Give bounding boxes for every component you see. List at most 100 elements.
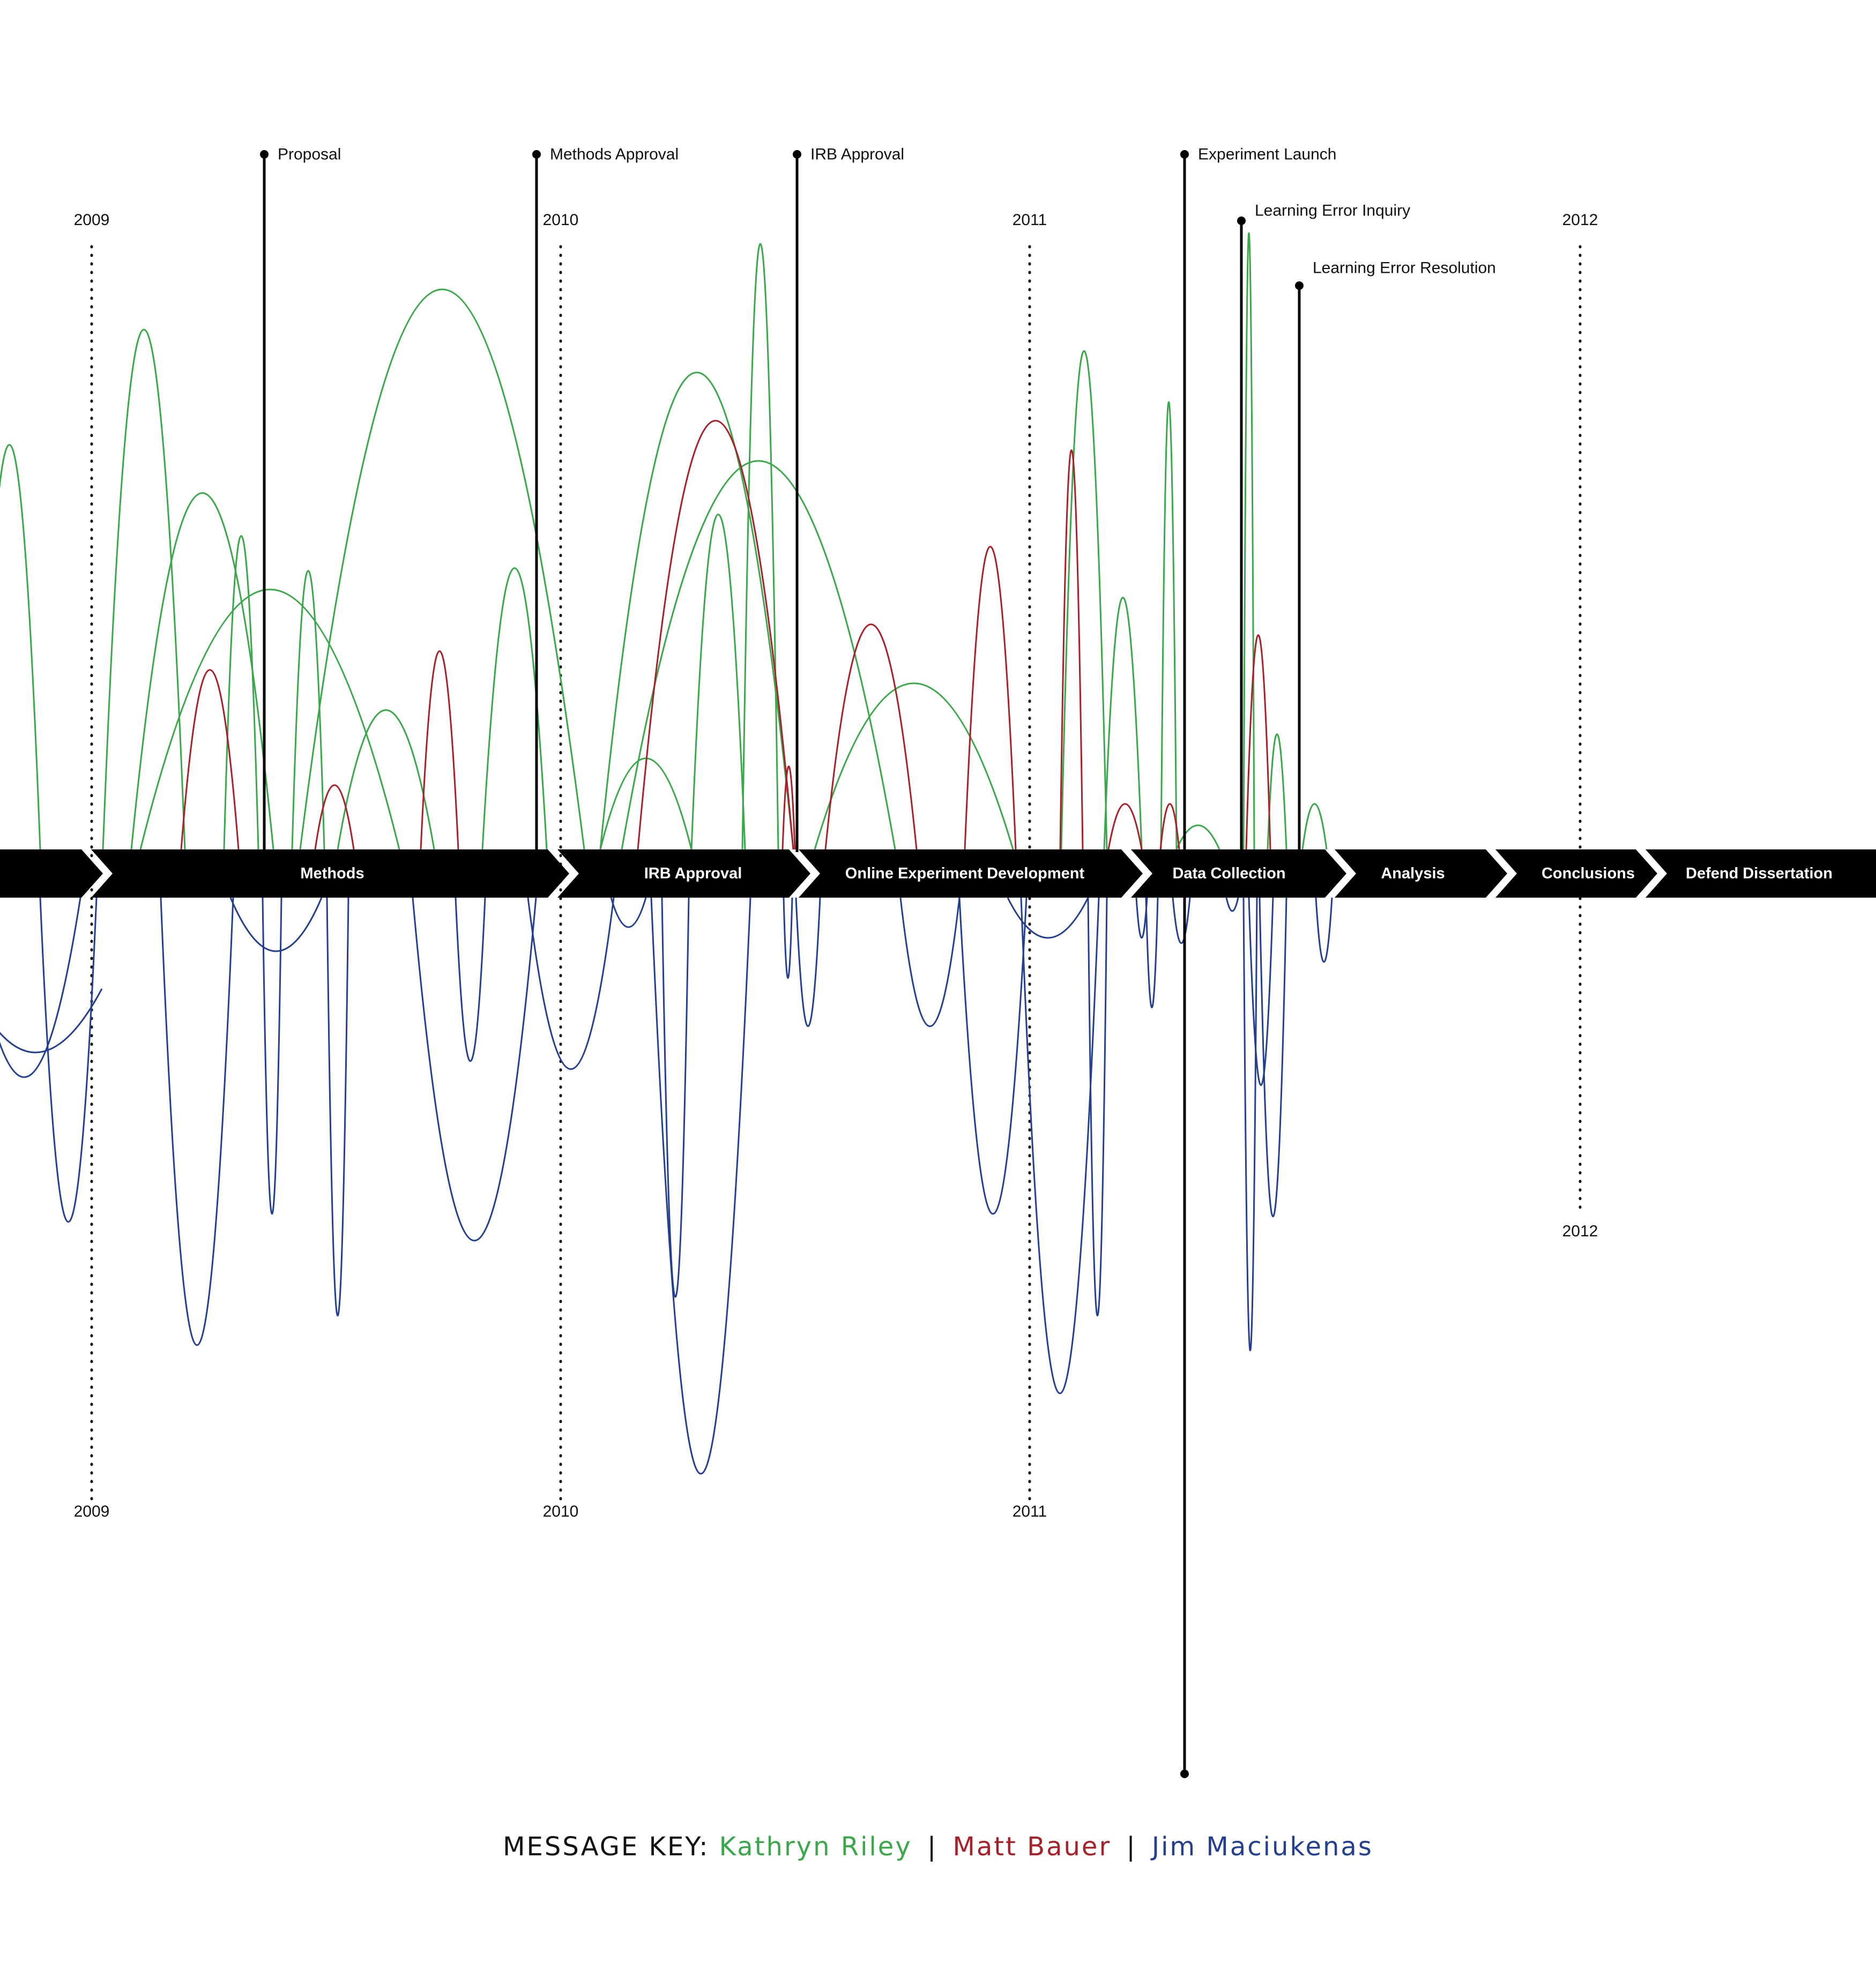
message-arc-down	[1259, 897, 1287, 1218]
message-arc-down	[455, 897, 486, 1062]
message-arc-down	[1315, 897, 1333, 963]
message-arc-down	[1007, 897, 1089, 939]
message-arc-down	[160, 897, 234, 1346]
milestone-label: Learning Error Resolution	[1313, 259, 1496, 277]
key-person-matt-bauer: Matt Bauer	[952, 1832, 1112, 1862]
phase-label: Data Collection	[1172, 865, 1285, 882]
message-arc-up	[1160, 401, 1178, 850]
milestone-dot	[532, 150, 541, 159]
key-separator: |	[1126, 1832, 1137, 1862]
message-arc-up	[964, 546, 1017, 850]
phase-chevron	[1495, 849, 1657, 898]
phase-label: Online Experiment Development	[845, 865, 1085, 882]
message-arc-up	[337, 709, 435, 850]
message-arc-down	[650, 897, 751, 1475]
milestone-label: IRB Approval	[810, 146, 904, 163]
message-arc-up	[1267, 733, 1287, 850]
phase-label: Analysis	[1381, 865, 1445, 882]
message-arc-up	[814, 682, 1014, 850]
message-arc-up	[1242, 232, 1255, 850]
year-label-bottom: 2010	[543, 1503, 579, 1520]
message-arc-up	[1245, 634, 1271, 850]
year-label-bottom: 2012	[1562, 1222, 1598, 1240]
message-arc-up	[824, 623, 918, 850]
milestone-dot	[1180, 1770, 1189, 1778]
message-arc-up	[637, 420, 794, 850]
milestone-label: Methods Approval	[550, 146, 679, 163]
message-arc-down	[1087, 897, 1108, 1317]
message-arc-up	[102, 329, 186, 850]
message-arc-up	[1159, 803, 1180, 850]
milestone-label: Experiment Launch	[1198, 146, 1337, 163]
message-key-prefix: MESSAGE KEY:	[503, 1832, 710, 1862]
message-arc-down	[0, 897, 81, 1078]
phase-chevron-start	[0, 849, 103, 898]
message-arc-down	[661, 897, 690, 1298]
message-arc-down	[1145, 897, 1159, 1009]
message-arc-up	[1060, 350, 1108, 850]
message-arc-up	[741, 243, 779, 850]
message-arc-down	[1225, 897, 1239, 912]
message-arc-down	[527, 897, 615, 1070]
phase-chevron	[1335, 849, 1507, 898]
message-arc-up	[621, 460, 896, 850]
message-arc-down	[412, 897, 537, 1242]
year-label-top: 2011	[1013, 211, 1047, 229]
phase-label: IRB Approval	[644, 865, 742, 882]
phase-chevron	[1131, 849, 1346, 898]
message-arc-down	[0, 988, 103, 1054]
phase-label: Conclusions	[1542, 865, 1635, 882]
message-arc-up	[420, 650, 459, 850]
year-label-top: 2009	[74, 211, 110, 229]
milestone-label: Proposal	[278, 146, 341, 163]
message-arc-up	[599, 371, 794, 850]
message-arc-up	[223, 535, 259, 850]
message-arc-up	[0, 444, 41, 850]
message-arc-down	[610, 897, 647, 928]
message-arc-down	[795, 897, 821, 1027]
year-label-bottom: 2009	[74, 1503, 110, 1520]
phase-chevron	[557, 849, 810, 898]
message-arc-up	[299, 288, 585, 850]
milestone-dot	[1295, 281, 1304, 290]
year-label-top: 2012	[1562, 211, 1598, 229]
message-arc-down	[1020, 897, 1100, 1394]
milestone-dot	[260, 150, 269, 159]
year-label-top: 2010	[543, 211, 579, 229]
phase-label: Defend Dissertation	[1686, 865, 1833, 882]
key-person-jim-maciukenas: Jim Maciukenas	[1151, 1832, 1373, 1862]
message-arc-up	[1301, 803, 1328, 850]
year-label-bottom: 2011	[1013, 1503, 1047, 1520]
message-arc-up	[690, 513, 746, 850]
message-arc-up	[1107, 803, 1143, 850]
message-arc-down	[326, 897, 349, 1317]
milestone-dot	[793, 150, 801, 159]
message-arc-up	[180, 669, 240, 850]
phase-chevron	[1646, 849, 1876, 898]
message-arc-down	[1242, 897, 1258, 1352]
message-arc-down	[1172, 897, 1191, 944]
key-separator: |	[927, 1832, 938, 1862]
phase-chevron	[799, 849, 1143, 898]
message-arc-down	[1248, 897, 1274, 1086]
message-arc-up	[314, 784, 355, 850]
message-arc-down	[783, 897, 793, 979]
message-arc-up	[1059, 449, 1084, 850]
message-arc-down	[899, 897, 961, 1027]
message-arc-up	[139, 588, 400, 850]
message-arc-up	[1103, 596, 1143, 850]
phase-label: Methods	[300, 865, 364, 882]
message-arc-down	[229, 897, 323, 952]
key-person-kathryn-riley: Kathryn Riley	[719, 1832, 912, 1862]
phase-chevron	[91, 849, 569, 898]
message-key: MESSAGE KEY: Kathryn Riley | Matt Bauer …	[0, 1832, 1876, 1862]
message-arc-down	[262, 897, 282, 1215]
message-arc-up	[781, 765, 796, 850]
message-arc-down	[39, 897, 98, 1223]
milestone-dot	[1237, 217, 1246, 225]
milestone-dot	[1180, 150, 1189, 159]
message-arc-down	[958, 897, 1028, 1215]
message-arc-up	[1175, 824, 1220, 850]
milestone-label: Learning Error Inquiry	[1255, 202, 1410, 220]
